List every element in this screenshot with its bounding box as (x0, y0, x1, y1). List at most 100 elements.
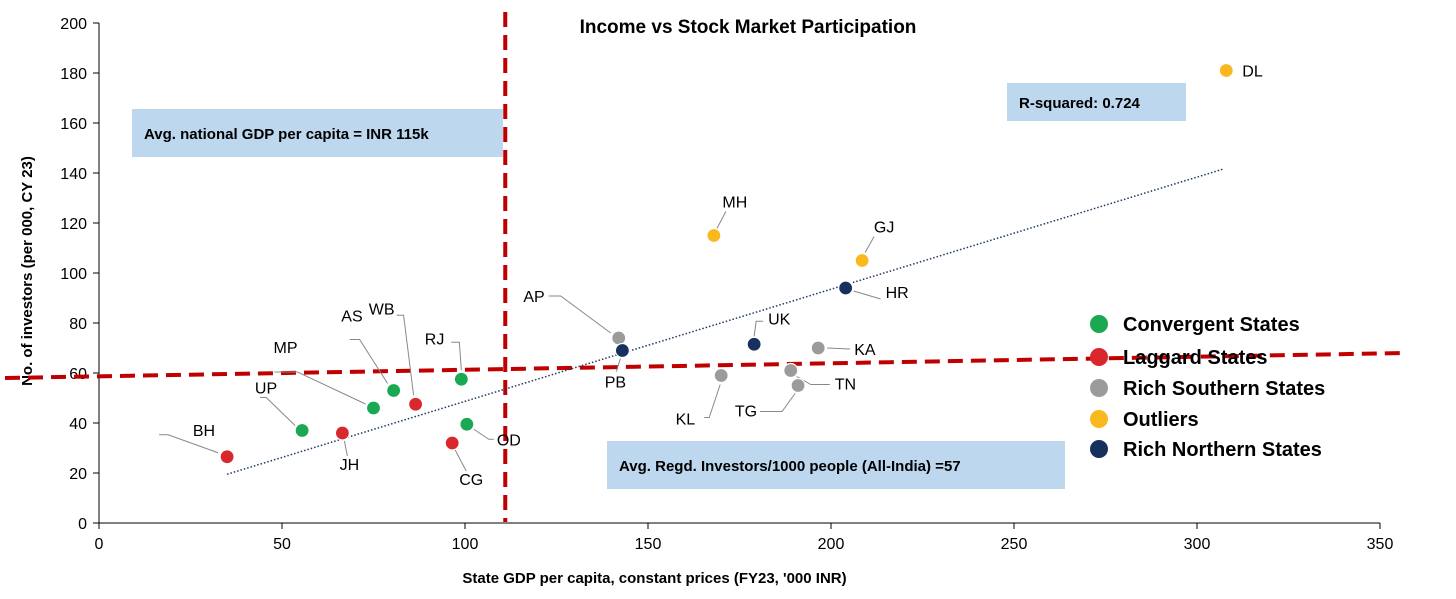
leader-line-pb (615, 358, 621, 372)
leader-line-up (260, 397, 296, 426)
x-tick-label: 250 (1001, 536, 1028, 553)
x-axis-title: State GDP per capita, constant prices (F… (462, 570, 846, 587)
point-tn (783, 362, 799, 379)
reference-lines (4, 12, 1407, 522)
investor-reference-line (4, 351, 1407, 380)
annotation-boxes: Avg. national GDP per capita = INR 115k A… (132, 83, 1186, 489)
point-label-kl: KL (676, 412, 696, 429)
legend-marker-3 (1090, 410, 1108, 428)
point-label-mp: MP (274, 340, 298, 357)
point-label-bh: BH (193, 423, 215, 440)
x-tick-label: 300 (1184, 536, 1211, 553)
legend-label-1: Laggard States (1123, 347, 1267, 369)
point-od (459, 416, 475, 432)
x-tick-label: 0 (95, 536, 104, 553)
r-squared-text: R-squared: 0.724 (1019, 95, 1141, 112)
point-jh (334, 425, 350, 441)
point-up (294, 422, 310, 439)
x-tick-label: 50 (273, 536, 291, 553)
point-label-uk: UK (768, 311, 791, 328)
point-label-ap: AP (523, 289, 544, 306)
leader-line-jh (343, 440, 348, 457)
point-label-jh: JH (340, 457, 360, 474)
y-tick-label: 40 (69, 416, 87, 433)
point-label-tn: TN (835, 377, 856, 394)
point-kl (713, 367, 729, 384)
point-label-pb: PB (605, 375, 626, 392)
legend-label-4: Rich Northern States (1123, 439, 1322, 461)
y-tick-label: 80 (69, 316, 87, 333)
leader-line-as (349, 339, 389, 384)
gdp-annotation-box (132, 109, 503, 157)
x-tick-label: 150 (635, 536, 662, 553)
legend-label-3: Outliers (1123, 409, 1199, 431)
point-label-up: UP (255, 381, 277, 398)
leader-line-rj (451, 341, 462, 371)
leader-line-tg (760, 393, 796, 412)
y-tick-label: 0 (78, 516, 87, 533)
point-label-dl: DL (1242, 64, 1263, 81)
point-mh (706, 227, 722, 244)
point-wb (407, 396, 424, 412)
x-tick-label: 350 (1367, 536, 1394, 553)
y-tick-label: 20 (69, 466, 87, 483)
leader-line-mh (716, 211, 727, 229)
investor-annotation-box (607, 441, 1065, 489)
leader-line-wb (396, 314, 415, 396)
point-dl (1218, 62, 1234, 79)
leader-line-ap (548, 295, 612, 334)
point-label-ka: KA (854, 342, 876, 359)
x-tick-label: 100 (452, 536, 479, 553)
point-pb (614, 342, 630, 359)
leader-line-od (473, 428, 494, 440)
point-mp (365, 400, 382, 416)
trendline (226, 168, 1223, 475)
point-label-od: OD (497, 432, 521, 449)
point-labels: BH UP JH MP AS WB CG RJ OD AP PB MH KL UK TN TG KA HR GJ DL (193, 64, 1263, 490)
point-rj (453, 371, 469, 387)
point-hr (838, 280, 854, 296)
leader-line-gj (864, 236, 875, 253)
axes: 0 20 40 60 80 100 120 140 160 180 200 0 50 100 150 200 2… (19, 16, 1393, 587)
y-tick-label: 200 (60, 16, 87, 33)
point-label-as: AS (341, 309, 362, 326)
point-label-wb: WB (369, 301, 395, 318)
point-cg (444, 435, 460, 451)
point-ka (810, 340, 826, 356)
legend-marker-2 (1090, 379, 1108, 397)
leader-line-ka (827, 347, 851, 350)
legend-label-0: Convergent States (1123, 314, 1300, 336)
y-tick-label: 180 (60, 66, 87, 83)
point-label-gj: GJ (874, 220, 894, 237)
leader-line-uk (753, 320, 764, 337)
point-as (386, 382, 402, 399)
point-label-mh: MH (722, 195, 747, 212)
chart-title: Income vs Stock Market Participation (580, 17, 917, 38)
point-uk (746, 336, 762, 352)
x-tick-label: 200 (818, 536, 845, 553)
y-tick-label: 120 (60, 216, 87, 233)
point-gj (854, 252, 870, 269)
y-tick-label: 100 (60, 266, 87, 283)
leader-line-cg (454, 449, 467, 472)
investor-annotation-text: Avg. Regd. Investors/1000 people (All-In… (619, 458, 961, 475)
legend-marker-4 (1090, 440, 1108, 458)
y-tick-label: 160 (60, 116, 87, 133)
point-tg (790, 377, 806, 394)
leader-line-mp (274, 371, 366, 405)
legend-marker-0 (1090, 315, 1108, 333)
legend-marker-1 (1090, 348, 1108, 366)
r-squared-box (1007, 83, 1186, 121)
point-label-tg: TG (735, 404, 757, 421)
point-bh (219, 449, 235, 465)
point-label-hr: HR (886, 285, 909, 302)
leader-line-bh (159, 434, 219, 454)
legend-label-2: Rich Southern States (1123, 378, 1325, 400)
point-ap (611, 330, 627, 346)
leader-line-hr (853, 290, 881, 300)
gdp-annotation-text: Avg. national GDP per capita = INR 115k (144, 126, 429, 143)
leader-lines (159, 211, 881, 472)
leader-line-kl (704, 384, 721, 418)
y-tick-label: 140 (60, 166, 87, 183)
